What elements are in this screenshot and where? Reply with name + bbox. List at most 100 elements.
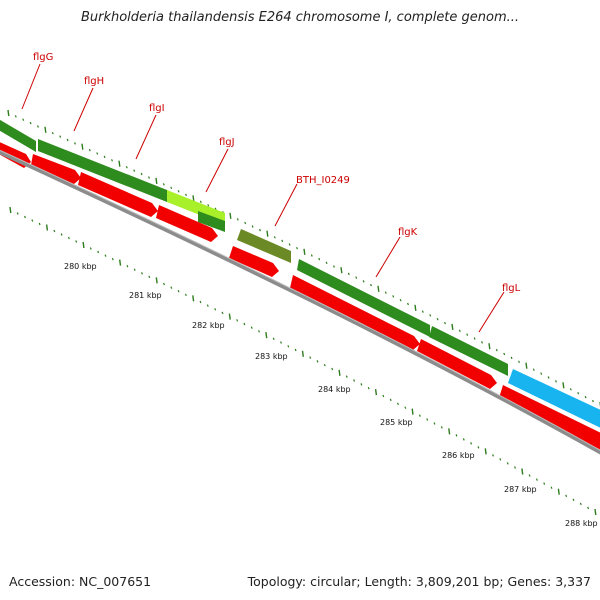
tick-mark bbox=[429, 314, 432, 317]
tick-mark bbox=[521, 468, 524, 475]
tick-mark bbox=[148, 275, 151, 279]
tick-mark bbox=[228, 313, 231, 320]
tick-mark bbox=[303, 248, 306, 255]
gene-label-text: BTH_I0249 bbox=[296, 175, 350, 186]
tick-mark bbox=[66, 138, 69, 142]
tick-mark bbox=[584, 395, 587, 399]
gene-label-text: flgG bbox=[33, 52, 53, 63]
gene-label-flgH[interactable]: flgH bbox=[73, 76, 104, 132]
tick-mark bbox=[323, 363, 326, 367]
tick-mark bbox=[155, 277, 158, 284]
scale-label-282: 282 kbp bbox=[192, 321, 225, 330]
gene-label-flgG[interactable]: flgG bbox=[21, 52, 53, 110]
scale-label-286: 286 kbp bbox=[442, 451, 475, 460]
tick-mark bbox=[75, 240, 78, 243]
tick-mark bbox=[148, 176, 150, 179]
gene-label-BTH_I0249[interactable]: BTH_I0249 bbox=[274, 175, 350, 227]
tick-mark bbox=[140, 172, 143, 176]
tick-mark bbox=[82, 241, 85, 249]
tick-mark bbox=[155, 177, 158, 184]
tick-mark bbox=[59, 135, 62, 138]
backbone bbox=[0, 149, 600, 455]
tick-mark bbox=[96, 152, 99, 155]
tick-mark bbox=[411, 408, 414, 415]
cds-arrow-6[interactable] bbox=[290, 275, 420, 350]
tick-mark bbox=[506, 462, 509, 465]
tick-mark bbox=[384, 291, 387, 294]
gene-label-text: flgH bbox=[84, 76, 104, 87]
tick-mark bbox=[243, 322, 246, 326]
tick-mark bbox=[111, 159, 113, 162]
tick-mark bbox=[294, 348, 297, 352]
gene-label-flgI[interactable]: flgI bbox=[135, 103, 165, 160]
tick-mark bbox=[528, 474, 531, 477]
tick-mark bbox=[338, 369, 341, 376]
tick-mark bbox=[67, 236, 70, 240]
tick-mark bbox=[466, 333, 469, 336]
tick-mark bbox=[163, 282, 165, 286]
tick-mark bbox=[192, 295, 195, 302]
tick-mark bbox=[265, 332, 268, 339]
tick-mark bbox=[353, 379, 356, 382]
gene-segment-flgG[interactable] bbox=[0, 117, 36, 152]
tick-mark bbox=[214, 308, 217, 311]
tick-mark bbox=[88, 148, 91, 152]
cds-arrow-2[interactable] bbox=[31, 154, 81, 184]
cds-arrow-4[interactable] bbox=[156, 205, 218, 242]
tick-mark bbox=[266, 230, 269, 237]
tick-mark bbox=[81, 143, 84, 150]
tick-mark bbox=[510, 356, 513, 360]
tick-mark bbox=[579, 502, 582, 506]
tick-mark bbox=[97, 250, 100, 254]
tick-mark bbox=[31, 219, 34, 222]
tick-mark bbox=[362, 280, 365, 283]
cds-arrow-5[interactable] bbox=[229, 246, 279, 277]
accession-text: Accession: NC_007651 bbox=[9, 574, 152, 589]
tick-mark bbox=[53, 229, 56, 233]
gene-segment-next[interactable] bbox=[508, 369, 600, 430]
scale-label-287: 287 kbp bbox=[504, 485, 537, 494]
tick-mark bbox=[24, 215, 26, 219]
gene-label-flgJ[interactable]: flgJ bbox=[205, 137, 235, 193]
gene-segment-flgI-tail[interactable] bbox=[198, 211, 225, 232]
tick-mark bbox=[296, 246, 298, 250]
cds-arrow-7[interactable] bbox=[417, 339, 497, 389]
tick-mark bbox=[481, 341, 483, 344]
tick-mark bbox=[259, 228, 261, 232]
tick-mark bbox=[421, 310, 424, 313]
gene-segment-flgH[interactable] bbox=[38, 139, 167, 202]
tick-mark bbox=[492, 454, 494, 457]
tick-mark bbox=[177, 190, 180, 193]
tick-mark bbox=[360, 383, 363, 386]
tick-mark bbox=[325, 261, 328, 265]
gene-label-flgK[interactable]: flgK bbox=[375, 227, 418, 278]
tick-mark bbox=[382, 394, 385, 398]
tick-mark bbox=[170, 286, 173, 289]
tick-mark bbox=[392, 295, 395, 298]
topology-summary: Topology: circular; Length: 3,809,201 bp… bbox=[247, 574, 591, 589]
tick-mark bbox=[347, 272, 350, 276]
cds-arrow-3[interactable] bbox=[78, 172, 158, 217]
tick-mark bbox=[557, 488, 560, 495]
gene-segment-flgL[interactable] bbox=[429, 326, 508, 376]
tick-mark bbox=[22, 118, 25, 121]
tick-mark bbox=[484, 448, 487, 455]
tick-mark bbox=[433, 422, 436, 425]
tick-mark bbox=[45, 224, 49, 231]
gene-segment-BTH_I0249[interactable] bbox=[237, 229, 291, 263]
gene-label-flgL[interactable]: flgL bbox=[478, 283, 521, 333]
tick-mark bbox=[44, 126, 47, 133]
tick-mark bbox=[535, 478, 538, 481]
cds-arrow-8[interactable] bbox=[499, 385, 600, 452]
tick-mark bbox=[177, 289, 180, 293]
tick-mark bbox=[407, 302, 409, 306]
tick-mark bbox=[133, 268, 136, 271]
tick-mark bbox=[141, 272, 143, 275]
gene-segment-flgK[interactable] bbox=[297, 259, 430, 337]
tick-mark bbox=[192, 195, 195, 202]
gene-label-text: flgI bbox=[149, 103, 165, 114]
tick-mark bbox=[331, 367, 334, 371]
tick-mark bbox=[518, 360, 520, 364]
scale-label-284: 284 kbp bbox=[318, 385, 351, 394]
